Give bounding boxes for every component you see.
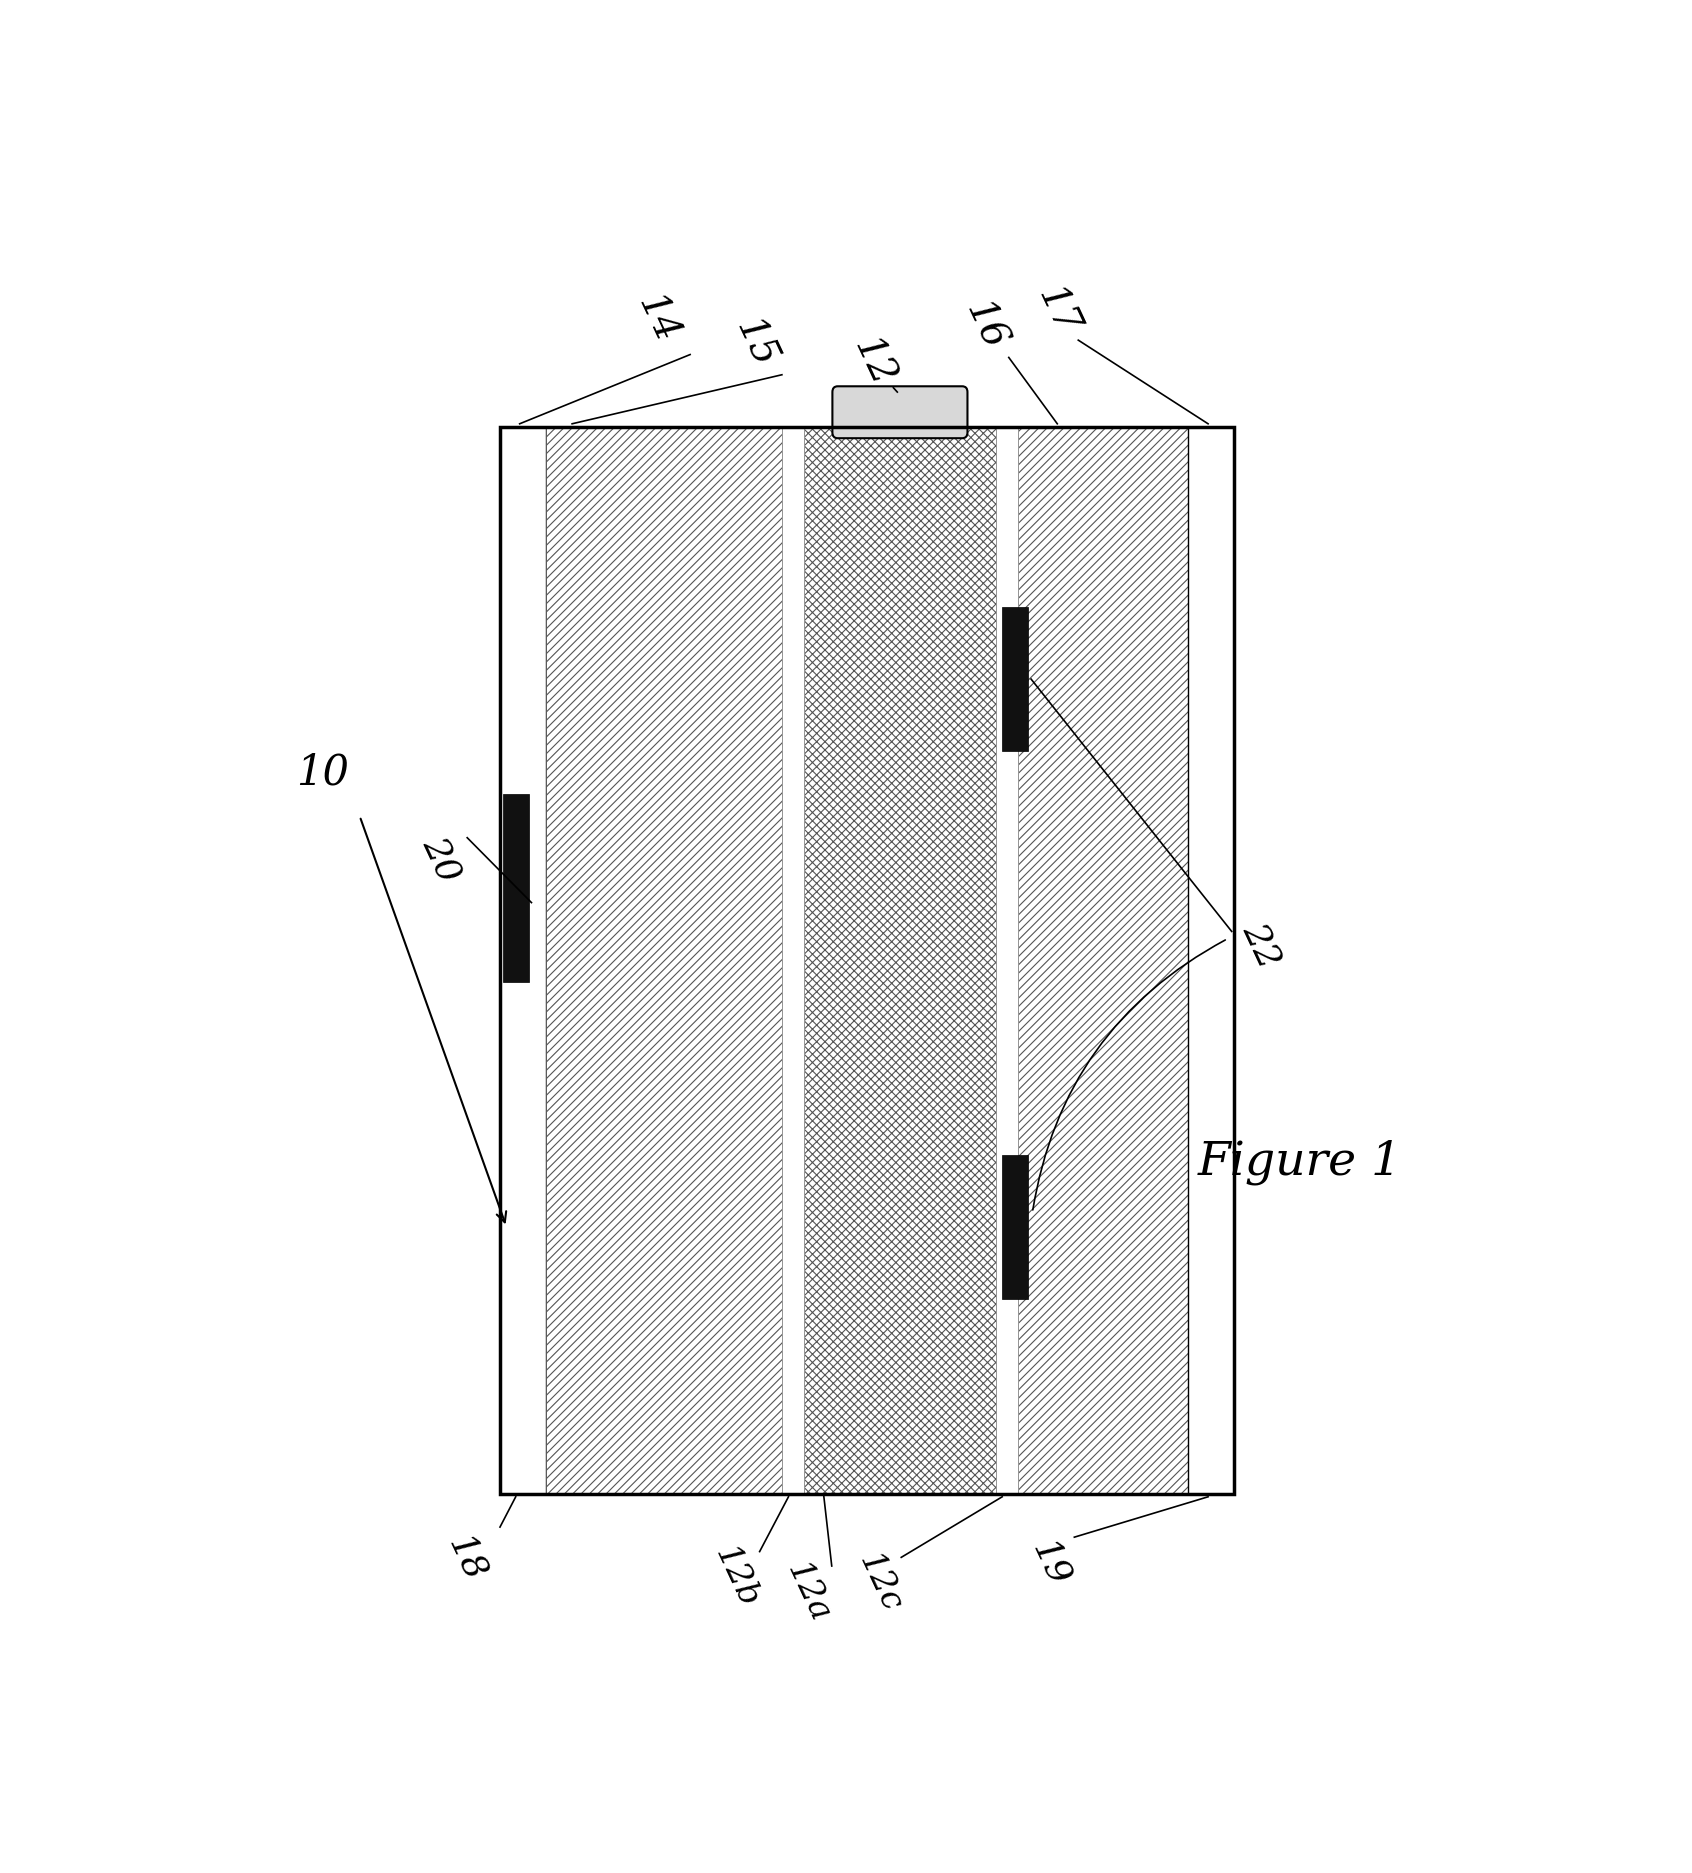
- Bar: [782, 427, 804, 1495]
- Bar: [501, 427, 547, 1495]
- Text: 12c: 12c: [853, 1549, 907, 1618]
- Text: 12: 12: [846, 332, 900, 391]
- Bar: [995, 427, 1019, 1495]
- Text: 18: 18: [442, 1530, 492, 1586]
- Bar: [1188, 427, 1235, 1495]
- Text: 15: 15: [729, 313, 783, 373]
- Bar: [547, 427, 782, 1495]
- Bar: [501, 427, 1235, 1495]
- FancyBboxPatch shape: [832, 386, 968, 438]
- Bar: [1002, 1156, 1029, 1300]
- Bar: [1002, 607, 1029, 751]
- Bar: [1019, 427, 1188, 1495]
- Bar: [804, 427, 995, 1495]
- Text: Figure 1: Figure 1: [1198, 1139, 1403, 1186]
- Text: 12a: 12a: [780, 1556, 836, 1628]
- Bar: [503, 794, 530, 981]
- Text: 16: 16: [958, 296, 1012, 356]
- Text: 10: 10: [296, 751, 350, 794]
- Text: 22: 22: [1235, 918, 1286, 974]
- Text: 19: 19: [1025, 1536, 1076, 1592]
- Bar: [501, 427, 1235, 1495]
- Text: 20: 20: [416, 832, 465, 888]
- Text: 12b: 12b: [707, 1541, 765, 1613]
- Text: 17: 17: [1030, 281, 1085, 341]
- Text: 14: 14: [629, 288, 685, 348]
